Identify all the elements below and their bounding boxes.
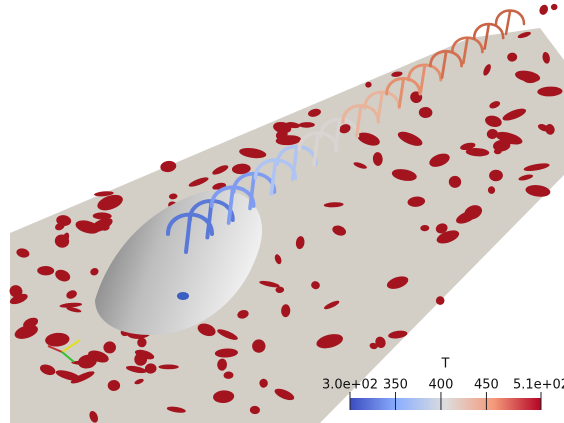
page: {"colorbar": {"title": "T", "range": [30… bbox=[0, 0, 564, 423]
tick-label: 400 bbox=[429, 378, 454, 393]
iso-blob bbox=[551, 4, 558, 11]
tick-label: 350 bbox=[383, 378, 408, 393]
iso-blob bbox=[538, 3, 550, 16]
tick-label: 5.1e+02 bbox=[513, 378, 564, 393]
hill-mark bbox=[177, 292, 189, 300]
render-view: T 3.0e+02 350 400 450 5.1e+02 bbox=[0, 0, 564, 423]
tick-label: 3.0e+02 bbox=[322, 378, 378, 393]
color-bar-title: T bbox=[441, 357, 450, 372]
tick-label: 450 bbox=[474, 378, 499, 393]
color-bar-gradient bbox=[350, 398, 541, 410]
iso-blob bbox=[158, 365, 178, 370]
